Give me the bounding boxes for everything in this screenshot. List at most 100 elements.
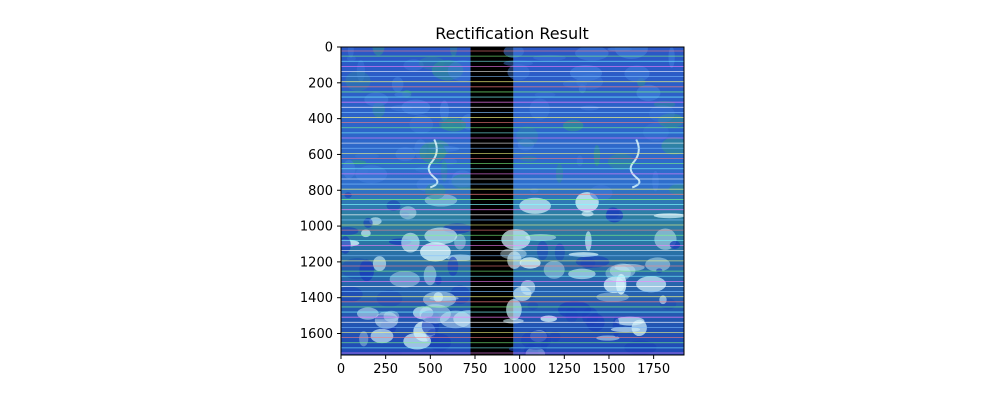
terrain-patch: [508, 346, 521, 352]
river-feature: [629, 138, 641, 189]
y-tick-label: 0: [325, 41, 333, 56]
terrain-patch: [517, 138, 535, 151]
terrain-patch: [631, 319, 647, 337]
x-tick-label: 500: [418, 362, 443, 377]
x-tick-label: 1750: [637, 362, 670, 377]
x-tick-label: 750: [463, 362, 488, 377]
terrain-patch: [419, 304, 451, 324]
terrain-patch: [581, 211, 594, 217]
y-tick-label: 800: [308, 184, 333, 199]
terrain-patch: [415, 165, 447, 173]
terrain-patch: [394, 91, 411, 98]
chart-title: Rectification Result: [435, 24, 589, 43]
x-tick-label: 0: [337, 362, 345, 377]
terrain-patch: [428, 333, 452, 351]
terrain-patch: [412, 306, 434, 320]
terrain-patch: [565, 307, 578, 323]
terrain-patch: [441, 118, 467, 132]
terrain-patch: [503, 60, 533, 67]
terrain-patch: [363, 217, 373, 228]
terrain-patch: [529, 187, 539, 194]
terrain-patch: [447, 60, 479, 82]
terrain-patch: [359, 259, 375, 282]
axes-frame: [340, 46, 685, 356]
terrain-patch: [519, 197, 551, 214]
terrain-patch: [562, 119, 584, 132]
y-tick-label: 1200: [300, 255, 333, 270]
y-tick-label: 1000: [300, 220, 333, 235]
right-image: [500, 47, 684, 355]
terrain-patch: [569, 65, 603, 81]
y-axis: 0 200 400 600 800 1000 1200 1400 1600: [300, 41, 341, 342]
terrain-patch: [439, 100, 449, 122]
terrain-patch: [576, 155, 583, 167]
terrain-patch: [386, 200, 401, 211]
terrain-patch: [549, 331, 561, 342]
terrain-patch: [403, 59, 424, 71]
terrain-patch: [441, 159, 448, 182]
terrain-patch: [341, 227, 359, 236]
terrain-patch: [652, 170, 659, 192]
terrain-patch: [429, 295, 459, 301]
terrain-patch: [344, 192, 352, 198]
terrain-patch: [431, 60, 464, 81]
terrain-patch: [374, 311, 399, 329]
terrain-patch: [419, 141, 447, 164]
x-tick-label: 1250: [548, 362, 581, 377]
terrain-patch: [420, 242, 451, 262]
terrain-patch: [360, 229, 371, 238]
terrain-patch: [668, 47, 675, 68]
x-tick-label: 1500: [592, 362, 625, 377]
terrain-patch: [657, 113, 684, 128]
terrain-patch: [554, 243, 565, 262]
terrain-patch: [589, 185, 613, 201]
terrain-patch: [341, 258, 374, 280]
terrain-patch: [449, 47, 458, 57]
terrain-patch: [527, 301, 539, 311]
x-axis: 0 250 500 750 1000 1250 1500 1750: [337, 355, 670, 377]
terrain-patch: [501, 229, 531, 250]
terrain-patch: [534, 91, 556, 98]
terrain-patch: [503, 47, 524, 58]
terrain-patch: [506, 298, 522, 321]
terrain-patch: [359, 331, 369, 347]
terrain-patch: [341, 286, 363, 303]
epipolar-lines: [341, 50, 684, 354]
terrain-patch: [612, 316, 620, 337]
terrain-patch: [555, 164, 564, 183]
terrain-patch: [401, 232, 420, 253]
terrain-patch: [395, 147, 416, 162]
terrain-patch: [356, 307, 379, 320]
terrain-patch: [593, 145, 601, 167]
terrain-patch: [624, 65, 650, 82]
terrain-patch: [434, 275, 442, 285]
terrain-patch: [423, 265, 437, 286]
terrain-patch: [568, 268, 596, 280]
terrain-patch: [370, 328, 394, 344]
terrain-patch: [500, 248, 527, 260]
terrain-patch: [450, 285, 471, 305]
terrain-patch: [399, 206, 417, 220]
terrain-patch: [636, 276, 667, 293]
y-tick-label: 200: [308, 76, 333, 91]
y-tick-label: 400: [308, 112, 333, 127]
terrain-patch: [422, 291, 457, 308]
terrain-patch: [403, 332, 432, 350]
terrain-patch: [519, 257, 541, 269]
left-image: [341, 47, 486, 355]
terrain-patch: [345, 70, 371, 92]
terrain-patch: [661, 137, 684, 155]
terrain-patch: [341, 166, 369, 176]
river-feature: [427, 138, 439, 189]
terrain-patch: [603, 276, 625, 294]
image-base: [341, 47, 471, 355]
terrain-patch: [376, 290, 403, 307]
terrain-patch: [521, 330, 552, 350]
y-tick-label: 1400: [300, 291, 333, 306]
terrain-patch: [513, 286, 532, 301]
terrain-patch: [575, 47, 609, 61]
x-tick-label: 250: [373, 362, 398, 377]
terrain-patch: [580, 105, 599, 111]
terrain-patch: [580, 257, 596, 269]
